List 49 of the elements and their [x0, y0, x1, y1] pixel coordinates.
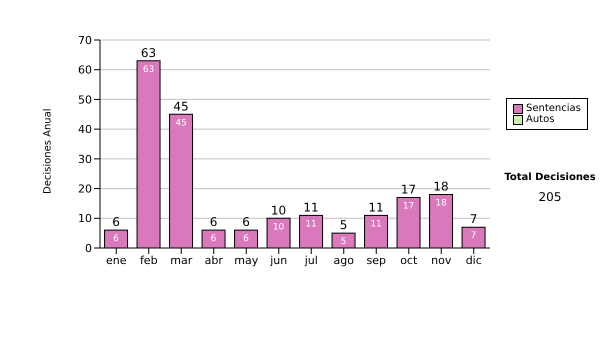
x-tick-label: abr: [204, 254, 224, 267]
total-label: 17: [400, 182, 416, 196]
text: Total Decisiones: [503, 172, 597, 183]
x-tick-label: feb: [140, 254, 158, 267]
y-tick-label: 70: [78, 34, 92, 47]
data-label: 7: [470, 231, 476, 242]
total-label: 45: [173, 99, 189, 114]
data-label: 11: [370, 219, 382, 230]
total-label: 18: [433, 180, 449, 194]
x-tick-label: jul: [304, 254, 318, 267]
x-tick-label: jun: [269, 254, 288, 267]
x-tick-label: oct: [400, 254, 418, 267]
x-tick-label: dic: [466, 254, 482, 267]
data-label: 6: [243, 234, 250, 244]
y-tick-label: 40: [78, 123, 92, 136]
y-tick-label: 50: [78, 93, 92, 106]
y-axis-title: Decisiones Anual: [42, 108, 54, 194]
x-tick-label: sep: [366, 254, 386, 267]
data-label: 5: [340, 237, 346, 248]
total-label: 10: [270, 203, 286, 218]
data-label: 18: [435, 198, 448, 209]
y-tick-label: 20: [78, 182, 92, 196]
data-label: 6: [210, 234, 217, 244]
data-label: 17: [402, 201, 414, 212]
total-label: 7: [470, 212, 478, 226]
total-label: 5: [340, 218, 348, 232]
text: 205: [538, 190, 562, 204]
x-tick-label: nov: [431, 254, 452, 267]
total-label: 11: [368, 200, 384, 214]
data-label: 45: [175, 118, 187, 128]
x-tick-label: ago: [334, 254, 354, 267]
legend-label: Autos: [526, 114, 554, 125]
y-tick-label: 10: [78, 212, 92, 226]
x-tick-label: may: [234, 254, 259, 267]
data-label: 63: [142, 64, 154, 75]
x-tick-label: ene: [106, 254, 127, 267]
y-tick-label: 0: [85, 242, 92, 255]
data-label: 11: [305, 219, 317, 230]
legend-label: Sentencias: [526, 103, 581, 114]
data-label: 10: [272, 222, 285, 232]
total-label: 6: [210, 215, 218, 230]
total-label: 6: [242, 215, 250, 230]
total-label: 63: [140, 46, 156, 60]
total-label: 6: [112, 215, 120, 230]
x-tick-label: mar: [170, 254, 193, 267]
data-label: 6: [113, 234, 120, 244]
y-tick-label: 60: [78, 64, 92, 77]
y-tick-label: 30: [78, 152, 92, 166]
total-label: 11: [303, 200, 319, 214]
